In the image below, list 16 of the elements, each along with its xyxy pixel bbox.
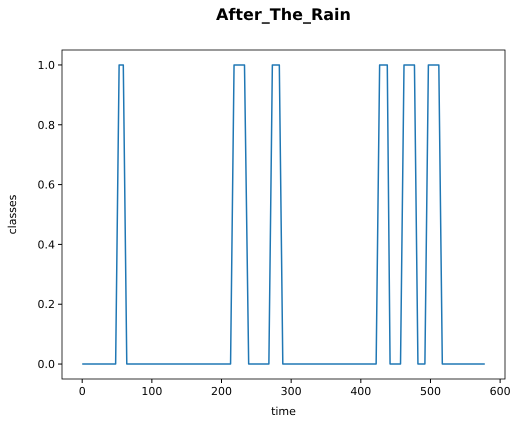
x-tick-label: 500: [420, 385, 441, 398]
chart-title: After_The_Rain: [216, 5, 351, 24]
x-tick-label: 400: [350, 385, 372, 398]
x-tick-label: 0: [78, 385, 86, 398]
x-tick-label: 100: [141, 385, 162, 398]
y-tick-label: 0.8: [38, 118, 55, 132]
y-tick-label: 0.4: [38, 238, 55, 252]
x-tick-label: 600: [490, 385, 511, 398]
y-tick-label: 0.6: [38, 178, 55, 192]
y-tick-label: 0.0: [38, 358, 55, 372]
x-tick-label: 200: [211, 385, 232, 398]
y-tick-label: 0.2: [38, 298, 55, 312]
x-axis-title: time: [271, 405, 296, 418]
x-tick-label: 300: [280, 385, 302, 398]
y-tick-label: 1.0: [38, 58, 55, 72]
y-axis-title: classes: [6, 194, 19, 234]
